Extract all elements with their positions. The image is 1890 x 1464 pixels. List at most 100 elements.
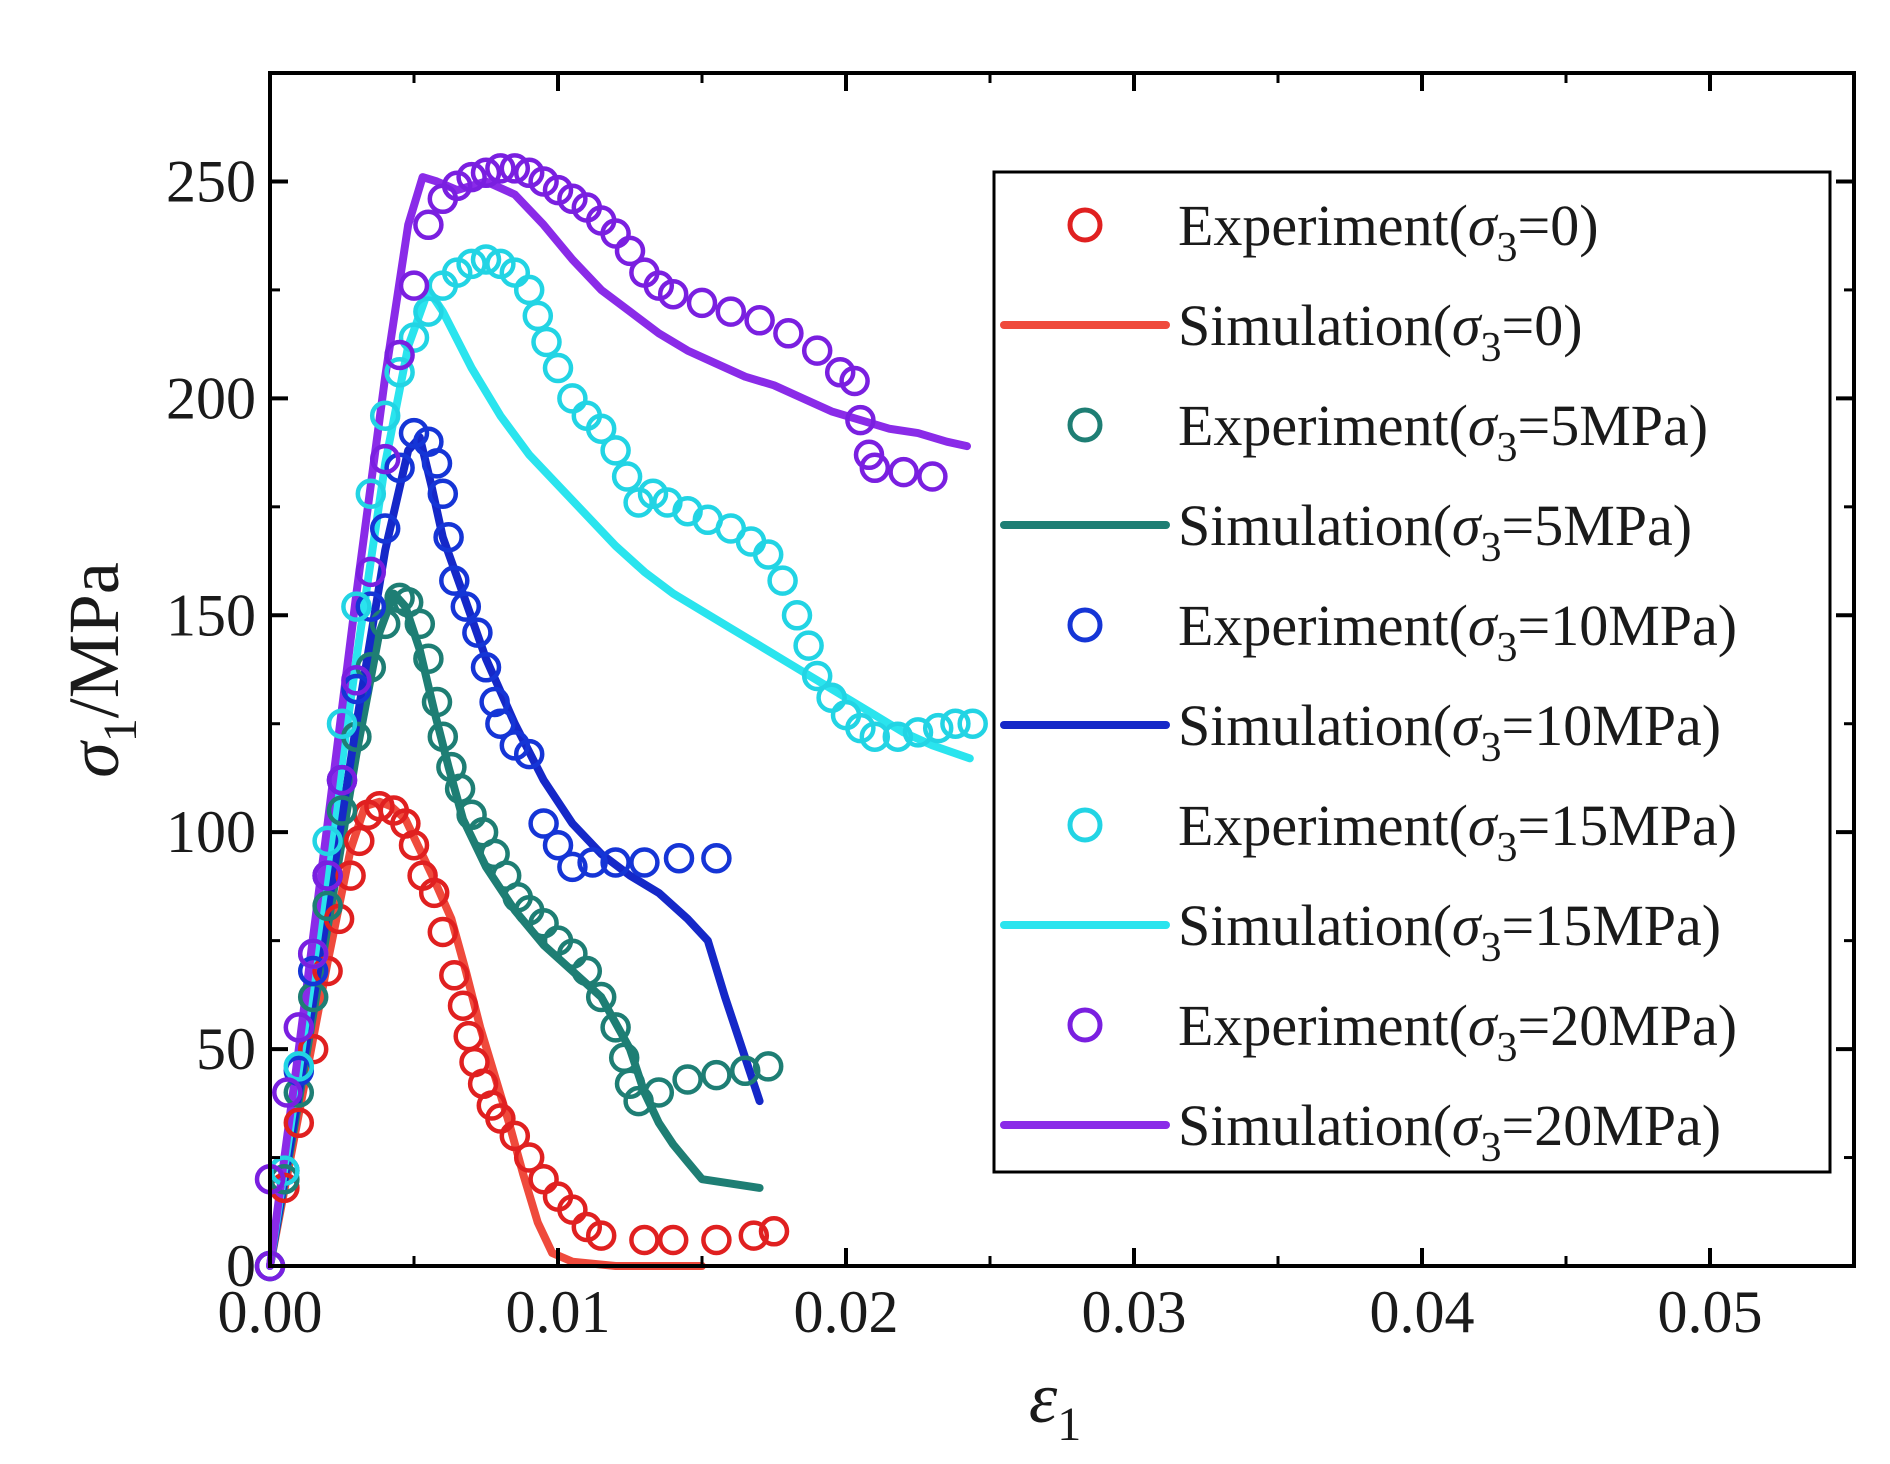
data-point: [326, 795, 358, 826]
data-point: [801, 660, 833, 692]
data-point: [355, 591, 387, 622]
data-point: [663, 842, 695, 874]
data-point: [600, 1012, 631, 1043]
data-point: [384, 357, 415, 388]
data-point: [450, 591, 482, 622]
legend-label-sub: 3: [1481, 1125, 1502, 1171]
data-point: [531, 326, 562, 358]
data-point: [513, 274, 545, 306]
data-point: [398, 829, 430, 861]
data-point: [686, 287, 718, 319]
data-point: [355, 478, 387, 510]
y-tick-label: 250: [166, 148, 256, 214]
data-point: [479, 686, 510, 718]
data-point: [485, 153, 516, 184]
x-tick-label: 0.05: [1658, 1279, 1763, 1345]
data-point: [297, 955, 329, 987]
y-tick-label: 200: [166, 365, 256, 431]
data-point: [462, 617, 493, 648]
data-point: [752, 539, 784, 570]
data-point: [767, 565, 798, 596]
data-point: [715, 296, 747, 327]
data-point: [801, 335, 833, 366]
data-point: [456, 248, 487, 280]
data-point: [845, 404, 876, 436]
legend-label-sym: σ: [1452, 293, 1483, 358]
data-point: [364, 790, 395, 822]
y-axis-title: σ1/MPa: [54, 562, 147, 778]
data-point: [528, 808, 559, 839]
data-point: [882, 721, 914, 752]
data-point: [859, 452, 891, 484]
legend-entry-sim5: Simulation(σ3=5MPa): [1000, 493, 1693, 571]
legend-label-suffix: =0): [1518, 193, 1599, 258]
data-point: [781, 600, 813, 631]
legend-label-sub: 3: [1497, 425, 1518, 471]
data-point: [413, 643, 444, 674]
legend-label-prefix: Experiment(: [1178, 193, 1468, 258]
data-point: [470, 157, 502, 189]
legend-label-prefix: Experiment(: [1178, 793, 1468, 858]
legend-entry-exp15: Experiment(σ3=15MPa): [1067, 793, 1737, 871]
data-point: [369, 443, 401, 475]
y-tick-label: 0: [226, 1233, 256, 1299]
data-point: [557, 851, 588, 883]
data-point: [439, 565, 470, 596]
data-point: [427, 916, 459, 948]
data-point: [398, 270, 430, 301]
data-point: [758, 1216, 790, 1247]
legend-label-suffix: =20MPa): [1502, 1093, 1722, 1158]
data-point: [629, 847, 660, 878]
legend-label-sub: 3: [1481, 725, 1502, 771]
legend: Experiment(σ3=0)Simulation(σ3=0)Experime…: [992, 170, 1832, 1174]
data-point: [629, 1224, 660, 1256]
data-point: [439, 960, 470, 991]
data-point: [643, 1077, 675, 1108]
plot-frame: [268, 71, 1856, 1268]
x-tick-label: 0.00: [218, 1279, 323, 1345]
data-point: [859, 721, 891, 752]
series-line-sim15: [266, 285, 974, 1270]
legend-label-prefix: Simulation(: [1178, 693, 1452, 758]
data-point: [413, 296, 444, 327]
data-point: [585, 1220, 617, 1251]
data-point: [283, 1051, 315, 1082]
data-point: [657, 278, 689, 310]
legend-label-prefix: Experiment(: [1178, 393, 1468, 458]
legend-label-sym: σ: [1452, 1093, 1483, 1158]
legend-label-sub: 3: [1481, 325, 1502, 371]
data-point: [433, 521, 464, 553]
legend-label-suffix: =5MPa): [1502, 493, 1693, 558]
legend-marker: [1067, 607, 1103, 643]
legend-entry-sim0: Simulation(σ3=0): [1000, 293, 1583, 371]
series-markers-exp5: [254, 582, 784, 1282]
legend-label: Experiment(σ3=0): [1178, 193, 1599, 271]
data-point: [369, 400, 401, 431]
data-point: [585, 413, 617, 444]
data-point: [571, 955, 603, 987]
data-point: [922, 712, 954, 744]
data-point: [384, 339, 415, 371]
data-point: [499, 1120, 531, 1152]
data-point: [297, 938, 329, 969]
data-point: [418, 877, 450, 909]
legend-label: Experiment(σ3=10MPa): [1178, 593, 1737, 671]
legend-marker: [1067, 407, 1103, 443]
data-point: [940, 708, 971, 739]
y-axis-subscript: 1: [94, 718, 147, 742]
legend-marker: [1067, 207, 1103, 243]
data-point: [421, 686, 453, 718]
legend-marker: [1067, 807, 1103, 843]
y-axis-symbol: σ: [54, 740, 134, 778]
data-point: [513, 1142, 545, 1173]
data-point: [413, 209, 444, 241]
legend-label: Simulation(σ3=20MPa): [1178, 1093, 1721, 1171]
legend-label-sym: σ: [1468, 793, 1499, 858]
axis-ticks: 0.00 0.01 0.02 0.03 0.04 0.05 0 50 100 150 200 250: [166, 73, 1854, 1345]
legend-label-sym: σ: [1452, 493, 1483, 558]
y-tick-label: 50: [196, 1016, 256, 1082]
data-point: [738, 1220, 770, 1251]
x-tick-label: 0.02: [794, 1279, 899, 1345]
data-point: [312, 890, 343, 922]
